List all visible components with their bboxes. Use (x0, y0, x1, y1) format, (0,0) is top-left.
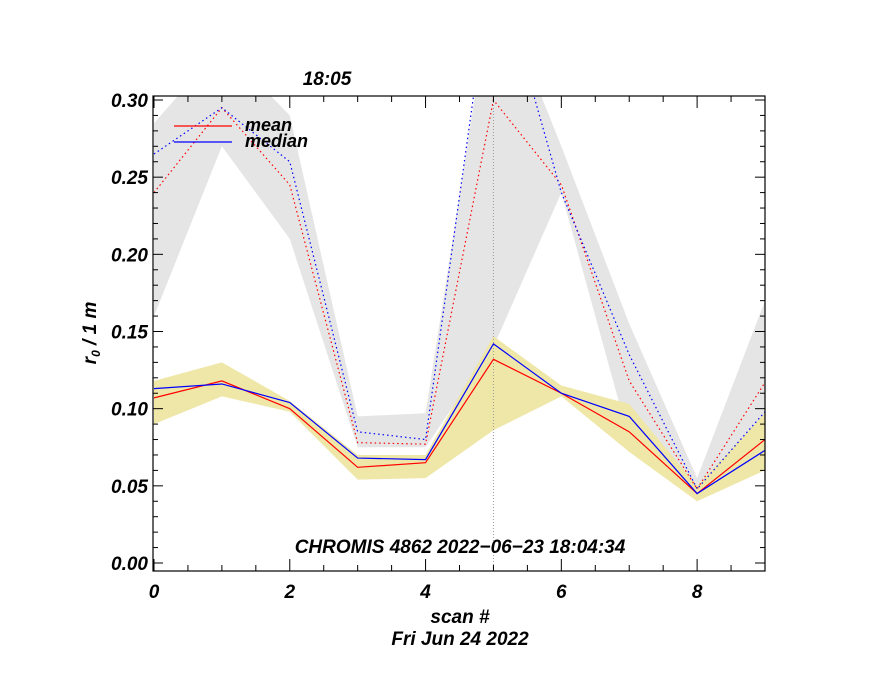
chart-annotation: CHROMIS 4862 2022−06−23 18:04:34 (295, 537, 626, 558)
chart-title: 18:05 (303, 69, 352, 90)
y-tick-label: 0.20 (111, 245, 148, 266)
legend-label-median: median (245, 131, 308, 151)
x-axis-label: scan # (430, 607, 490, 628)
y-tick-label: 0.30 (111, 91, 148, 112)
x-tick-label: 6 (556, 582, 567, 603)
band-1 (154, 336, 765, 502)
x-tick-label: 0 (149, 582, 160, 603)
y-tick-label: 0.25 (111, 168, 148, 189)
band-0 (154, 96, 765, 494)
series-line-3 (153, 96, 765, 490)
chart-subtitle: Fri Jun 24 2022 (391, 629, 529, 650)
series-line-1 (153, 342, 765, 495)
y-axis-label-subscript: 0 (89, 350, 103, 357)
x-tick-label: 4 (419, 582, 431, 603)
y-axis-label-r: r (80, 355, 101, 364)
y-tick-label: 0.00 (111, 554, 148, 575)
legend-label-mean: mean (245, 115, 292, 135)
y-axis-label: r0 / 1 m (80, 302, 103, 365)
x-tick-label: 8 (692, 582, 703, 603)
y-tick-label: 0.05 (111, 477, 148, 498)
y-axis-label-unit: / 1 m (80, 302, 101, 351)
series-line-0 (153, 358, 765, 495)
x-tick-label: 2 (283, 582, 295, 603)
y-tick-label: 0.15 (111, 323, 148, 344)
series-line-2 (153, 98, 765, 491)
y-tick-label: 0.10 (111, 400, 148, 421)
